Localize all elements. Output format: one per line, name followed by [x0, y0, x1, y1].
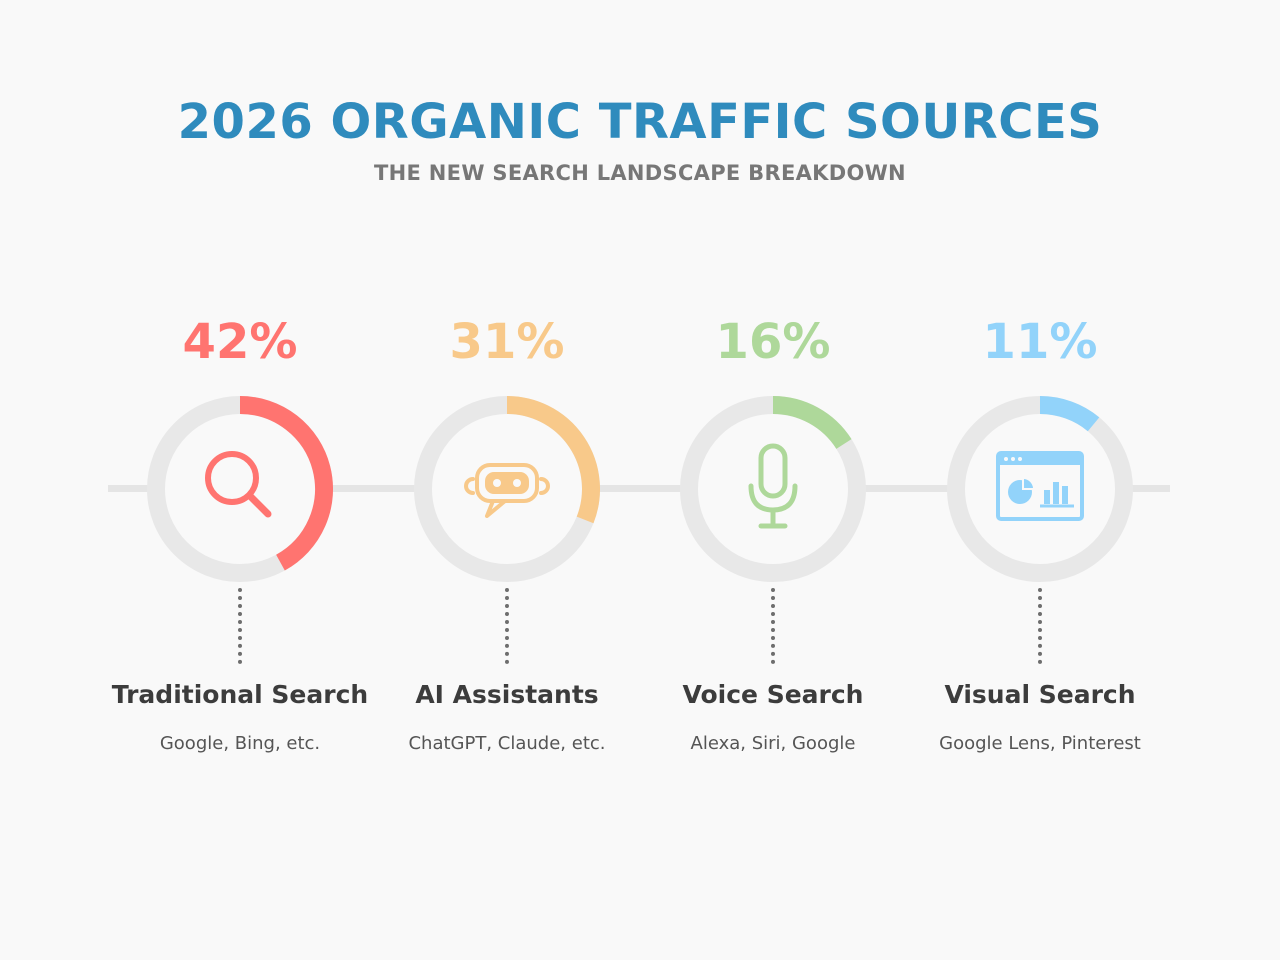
- ring-progress-arc: [1039, 396, 1100, 432]
- dotted-connector: [771, 588, 775, 664]
- percent-label: 31%: [449, 314, 565, 370]
- percent-label: 42%: [182, 314, 298, 370]
- dotted-connector: [238, 588, 242, 664]
- donut-ring: [680, 396, 866, 582]
- ring-progress-arc: [772, 396, 852, 450]
- percent-label: 11%: [982, 314, 1098, 370]
- donut-ring: [147, 396, 333, 582]
- dotted-connector: [505, 588, 509, 664]
- traffic-source-ai-assistants: 31% AI Assistants ChatGPT, Claude, etc.: [377, 300, 637, 780]
- magnifier-icon: [205, 451, 272, 518]
- chart-title: 2026 ORGANIC TRAFFIC SOURCES: [177, 94, 1103, 150]
- ring-progress-arc: [239, 396, 333, 571]
- microphone-icon: [748, 443, 798, 529]
- ring-progress-arc: [506, 396, 600, 524]
- source-description: Alexa, Siri, Google: [690, 733, 856, 754]
- browser-chart-icon: [996, 451, 1084, 521]
- source-label: Visual Search: [944, 680, 1136, 709]
- traffic-source-visual-search: 11% Visual Search Google Lens, Pinterest: [910, 300, 1170, 780]
- source-label: Traditional Search: [111, 680, 369, 709]
- robot-chat-icon: [464, 463, 550, 518]
- dotted-connector: [1038, 588, 1042, 664]
- traffic-source-voice-search: 16% Voice Search Alexa, Siri, Google: [643, 300, 903, 780]
- source-description: ChatGPT, Claude, etc.: [408, 733, 606, 754]
- source-label: Voice Search: [682, 680, 864, 709]
- percent-label: 16%: [715, 314, 831, 370]
- connector-line: [108, 485, 1170, 492]
- source-description: Google Lens, Pinterest: [939, 733, 1141, 754]
- donut-ring: [947, 396, 1133, 582]
- chart-subtitle: THE NEW SEARCH LANDSCAPE BREAKDOWN: [374, 161, 906, 185]
- source-description: Google, Bing, etc.: [159, 733, 321, 754]
- traffic-source-traditional-search: 42% Traditional Search Google, Bing, etc…: [110, 300, 370, 780]
- source-label: AI Assistants: [415, 680, 599, 709]
